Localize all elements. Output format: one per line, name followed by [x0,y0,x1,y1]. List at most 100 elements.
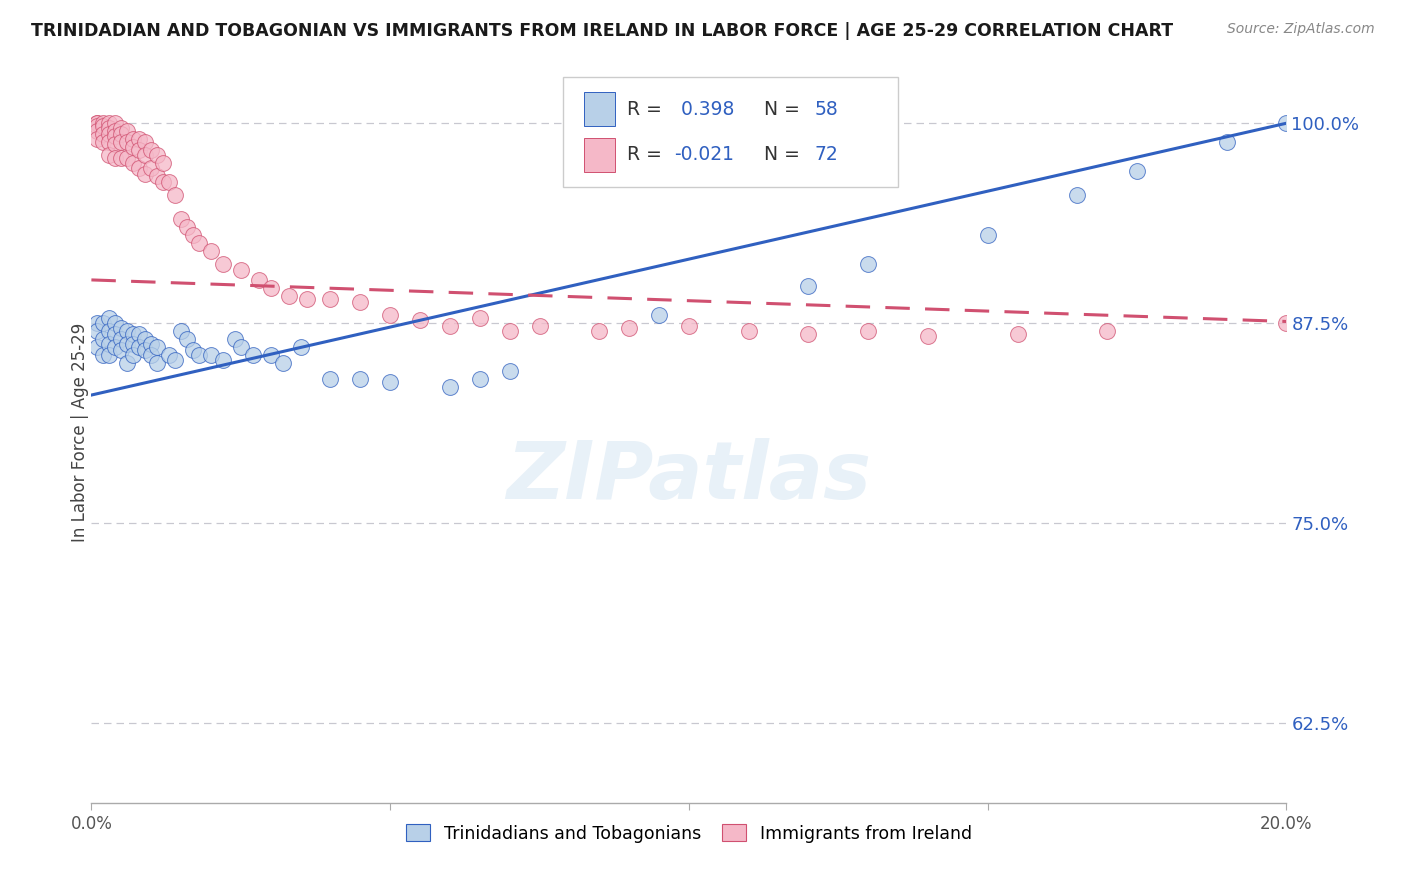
Point [146,340,169,354]
Point [146,148,169,162]
Text: 0.398: 0.398 [675,100,734,119]
Point [93,316,115,330]
Point [380,308,402,322]
Point [128,144,150,158]
Point [93,332,115,346]
Point [295,292,318,306]
Point [1275,116,1298,130]
Text: TRINIDADIAN AND TOBAGONIAN VS IMMIGRANTS FROM IRELAND IN LABOR FORCE | AGE 25-29: TRINIDADIAN AND TOBAGONIAN VS IMMIGRANTS… [31,22,1173,40]
Point [259,348,281,362]
Point [163,352,186,367]
Point [122,156,145,170]
Point [110,343,132,358]
Point [134,148,156,162]
Point [86,340,108,354]
Point [110,321,132,335]
Point [409,313,432,327]
Point [277,289,299,303]
Point [529,319,551,334]
Point [380,376,402,390]
Point [134,332,156,346]
Point [104,316,127,330]
Point [170,212,193,227]
Point [858,324,880,338]
Point [157,175,180,189]
Point [181,343,204,358]
Point [468,311,491,326]
Point [134,167,156,181]
Point [86,316,108,330]
Point [439,380,461,394]
Point [152,175,174,189]
Text: ZIPatlas: ZIPatlas [506,438,872,516]
Point [1066,188,1088,202]
Point [211,352,233,367]
Point [349,372,371,386]
Point [1275,316,1298,330]
Text: 72: 72 [814,145,838,164]
Point [648,308,671,322]
Point [211,257,233,271]
Point [152,156,174,170]
Point [110,152,132,166]
Point [110,128,132,142]
Point [104,124,127,138]
Text: Source: ZipAtlas.com: Source: ZipAtlas.com [1227,22,1375,37]
Point [200,244,222,259]
Text: -0.021: -0.021 [675,145,734,164]
Point [976,228,998,243]
Point [146,169,169,183]
Point [134,343,156,358]
Point [98,348,121,362]
Point [170,324,193,338]
Point [188,348,211,362]
Point [98,324,121,338]
Point [104,116,127,130]
Point [146,356,169,370]
Point [104,152,127,166]
Point [1126,164,1149,178]
Point [797,279,820,293]
Point [247,273,270,287]
Point [98,337,121,351]
Point [104,128,127,143]
Point [98,116,121,130]
Point [1007,327,1029,342]
FancyBboxPatch shape [564,78,898,186]
Point [163,188,186,202]
Point [122,132,145,146]
Point [319,292,342,306]
Point [737,324,759,338]
Point [349,295,371,310]
Point [200,348,222,362]
Point [468,372,491,386]
Point [271,356,294,370]
Point [86,132,108,146]
Point [98,136,121,150]
Point [242,348,264,362]
Point [110,136,132,150]
Point [122,348,145,362]
Point [499,364,522,378]
Point [141,161,163,175]
Text: 58: 58 [814,100,838,119]
Point [134,136,156,150]
Point [1097,324,1119,338]
Point [188,236,211,251]
Point [98,148,121,162]
Point [93,348,115,362]
Point [797,327,820,342]
Point [104,327,127,342]
Point [678,319,700,334]
Point [319,372,342,386]
Point [93,136,115,150]
Point [115,356,138,370]
Text: N =: N = [765,145,806,164]
Point [98,311,121,326]
Text: N =: N = [765,100,806,119]
FancyBboxPatch shape [583,92,614,126]
Point [439,319,461,334]
Point [229,340,252,354]
Point [141,144,163,158]
Point [86,324,108,338]
